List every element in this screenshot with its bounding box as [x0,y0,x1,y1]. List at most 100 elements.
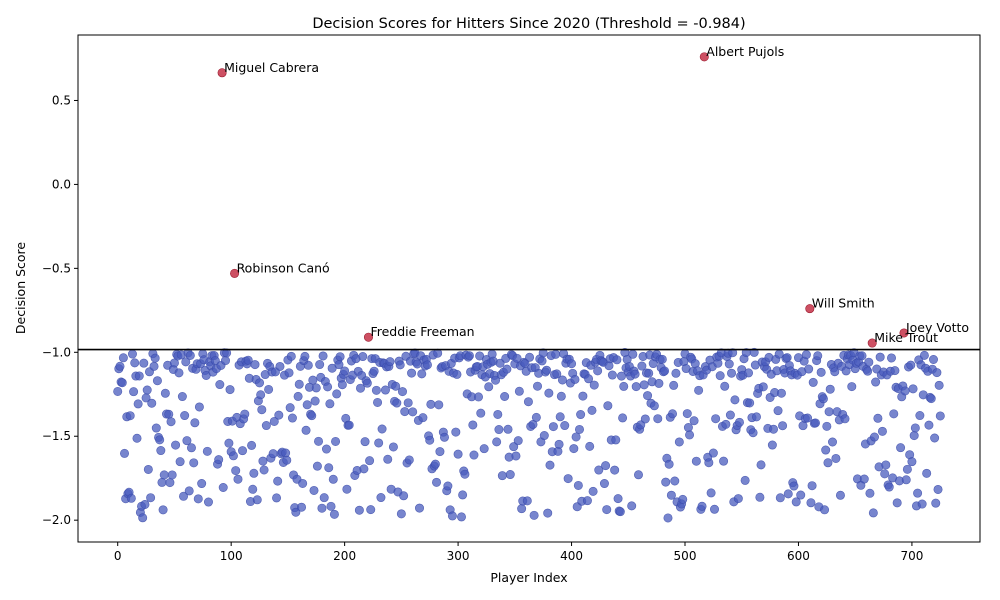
player-point [258,456,268,466]
player-point [432,477,442,487]
player-point [160,388,170,398]
player-point [881,460,891,470]
player-point [649,401,659,411]
player-point [417,369,427,379]
player-point [464,351,474,361]
player-point [934,380,944,390]
player-point [877,426,887,436]
outlier-point [363,332,373,342]
player-point [511,451,521,461]
player-point [215,380,225,390]
player-point [724,359,734,369]
player-point [354,505,364,515]
player-point [197,479,207,489]
player-point [544,388,554,398]
player-point [611,435,621,445]
player-point [538,348,548,358]
player-point [509,442,519,452]
y-tick-label: −1.5 [42,429,71,443]
player-point [556,391,566,401]
player-point [668,409,678,419]
player-point [835,490,845,500]
player-point [479,444,489,454]
player-point [282,455,292,465]
player-point [397,387,407,397]
player-point [321,444,331,454]
player-point [740,475,750,485]
player-point [744,368,754,378]
player-point [599,479,609,489]
player-point [813,351,823,361]
player-point [257,405,267,415]
player-point [657,354,667,364]
player-point [922,468,932,478]
player-point [531,412,541,422]
player-point [588,486,598,496]
player-point [748,428,758,438]
player-point [782,353,792,363]
player-point [670,476,680,486]
player-point [602,505,612,515]
player-point [674,437,684,447]
player-point [189,458,199,468]
player-point [523,397,533,407]
player-point [118,353,128,363]
player-point [915,411,925,421]
player-point [801,350,811,360]
player-point [517,504,527,514]
player-point [426,399,436,409]
player-point [337,380,347,390]
plot-area [78,35,980,542]
player-point [607,370,617,380]
player-point [167,470,177,480]
player-point [243,355,253,365]
player-point [425,435,435,445]
player-point [542,365,552,375]
player-point [908,384,918,394]
player-point [302,400,312,410]
player-point [906,360,916,370]
player-point [385,357,395,367]
player-point [859,474,869,484]
player-point [666,490,676,500]
player-point [422,360,432,370]
player-point [545,460,555,470]
player-point [503,424,513,434]
player-point [576,410,586,420]
player-point [857,351,867,361]
player-point [362,378,372,388]
player-point [639,380,649,390]
player-point [725,410,735,420]
player-point [264,384,274,394]
player-point [315,360,325,370]
player-point [318,351,328,361]
player-point [301,425,311,435]
player-point [560,421,570,431]
player-point [439,432,449,442]
player-point [919,350,929,360]
axes-frame [77,34,981,543]
player-point [360,437,370,447]
player-point [335,352,345,362]
player-point [317,503,327,513]
player-point [228,451,238,461]
player-point [751,412,761,422]
player-point [708,448,718,458]
player-point [158,505,168,515]
player-point [493,409,503,419]
player-point [125,411,135,421]
x-tick-label: 500 [674,549,697,563]
player-point [221,356,231,366]
player-point [710,504,720,514]
player-point [830,367,840,377]
x-tick-label: 100 [220,549,243,563]
player-point [889,409,899,419]
player-point [377,424,387,434]
player-point [326,501,336,511]
player-point [303,360,313,370]
player-point [628,349,638,359]
player-point [460,469,470,479]
player-point [778,421,788,431]
player-point [171,440,181,450]
player-point [358,352,368,362]
